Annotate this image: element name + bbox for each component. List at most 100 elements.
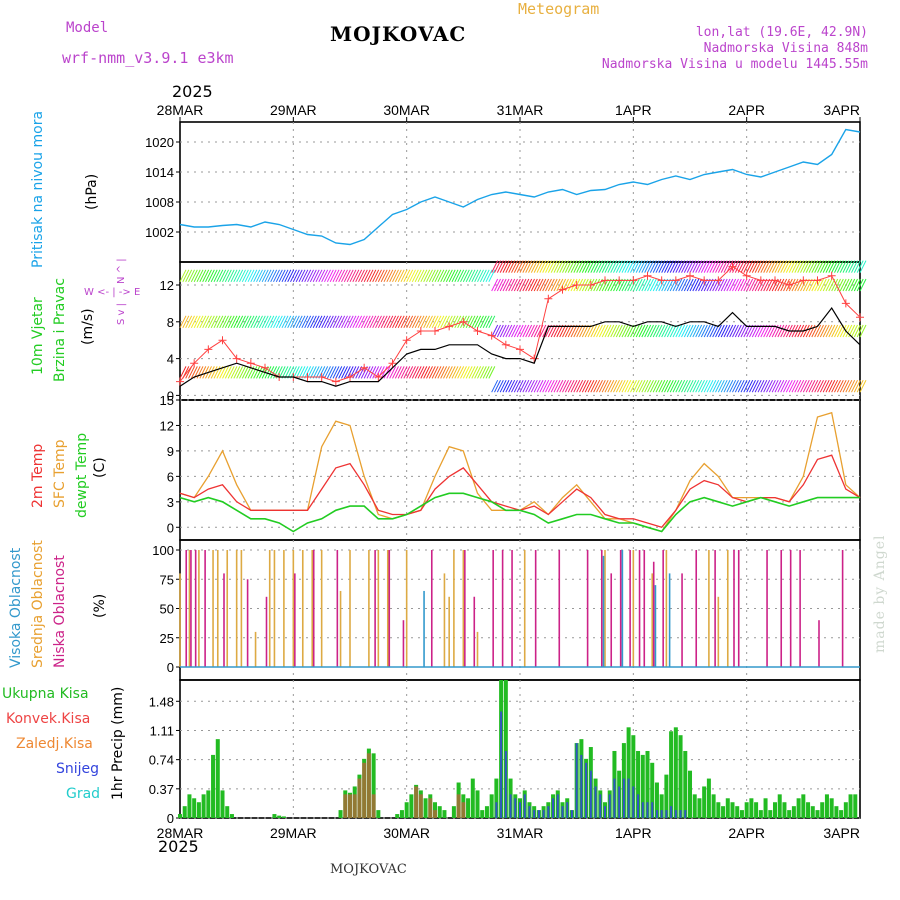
wind-direction-arrow bbox=[267, 269, 275, 283]
wind-direction-arrow bbox=[808, 379, 816, 393]
precip-bar-total bbox=[201, 794, 206, 818]
wind-direction-arrow bbox=[324, 315, 331, 329]
wind-direction-arrow bbox=[712, 260, 720, 273]
wind-direction-arrow bbox=[692, 278, 700, 292]
wind-direction-arrow bbox=[253, 366, 261, 379]
precip-bar-total bbox=[758, 810, 763, 818]
wind-direction-arrow bbox=[352, 315, 360, 329]
wind-direction-arrow bbox=[491, 324, 499, 338]
wind-direction-arrow bbox=[788, 379, 796, 393]
wind-gust-marker bbox=[728, 262, 737, 271]
wind-direction-arrow bbox=[219, 315, 227, 329]
wind-direction-arrow bbox=[590, 379, 598, 393]
wind-direction-arrow bbox=[627, 278, 635, 292]
wind-direction-arrow bbox=[230, 269, 238, 283]
wind-direction-arrow bbox=[596, 379, 603, 393]
wind-direction-arrow bbox=[499, 379, 507, 393]
precip-bar-total bbox=[673, 727, 678, 818]
wind-direction-arrow bbox=[567, 278, 575, 292]
x-tick-label-bottom: 30MAR bbox=[383, 825, 430, 841]
precip-bar-total bbox=[744, 802, 749, 818]
wind-direction-arrow bbox=[638, 324, 646, 338]
precip-bar-total bbox=[716, 802, 721, 818]
precip-bar-total bbox=[702, 786, 707, 818]
precip-bar-snow bbox=[594, 786, 597, 818]
wind-gust-marker bbox=[218, 336, 227, 345]
wind-direction-arrow bbox=[547, 379, 555, 393]
precip-bar-snow bbox=[575, 743, 578, 818]
wind-direction-arrow bbox=[326, 366, 334, 379]
wind-direction-arrow bbox=[414, 315, 422, 329]
wind-direction-arrow bbox=[434, 315, 442, 329]
legend-snow: Snijeg bbox=[56, 761, 100, 777]
wind-direction-arrow bbox=[811, 278, 819, 292]
wind-direction-arrow bbox=[720, 260, 728, 273]
wind-direction-arrow bbox=[661, 324, 669, 338]
wind-direction-arrow bbox=[805, 278, 813, 292]
wind-direction-arrow bbox=[290, 269, 297, 283]
wind-direction-arrow bbox=[335, 315, 343, 329]
wind-direction-arrow bbox=[355, 315, 363, 329]
wind-direction-arrow bbox=[652, 260, 660, 273]
wind-direction-arrow bbox=[448, 366, 456, 379]
x-tick-label-bottom: 28MAR bbox=[157, 825, 204, 841]
precip-bar-total bbox=[683, 750, 688, 818]
wind-direction-arrow bbox=[318, 269, 326, 283]
wind-direction-arrow bbox=[321, 315, 329, 329]
precip-bar-total bbox=[640, 754, 645, 818]
wind-direction-arrow bbox=[630, 278, 637, 292]
wind-direction-arrow bbox=[275, 269, 283, 283]
legend-frozen-rain: Zaledj.Kisa bbox=[16, 736, 93, 752]
precip-bar-total bbox=[739, 810, 744, 818]
wind-gust-marker bbox=[686, 271, 694, 280]
wind-direction-arrow bbox=[545, 379, 552, 393]
wind-direction-arrow bbox=[783, 379, 790, 393]
precip-bar-snow bbox=[684, 810, 687, 818]
precip-bar-snow bbox=[618, 786, 621, 818]
wind-gust-marker bbox=[501, 340, 510, 349]
wind-direction-arrow bbox=[525, 278, 533, 292]
wind-direction-arrow bbox=[683, 324, 691, 338]
wind-direction-arrow bbox=[239, 315, 246, 329]
wind-direction-arrow bbox=[479, 366, 487, 379]
wind-direction-arrow bbox=[539, 324, 547, 338]
wind-direction-arrow bbox=[848, 379, 856, 393]
wind-direction-arrow bbox=[414, 366, 422, 379]
wind-gust-marker bbox=[204, 345, 213, 354]
wind-direction-arrow bbox=[839, 260, 847, 273]
wind-direction-arrow bbox=[494, 260, 501, 273]
wind-direction-arrow bbox=[774, 278, 782, 292]
wind-direction-arrow bbox=[465, 366, 473, 379]
wind-direction-arrow bbox=[216, 315, 224, 329]
wind-direction-arrow bbox=[434, 269, 442, 283]
wind-direction-arrow bbox=[298, 366, 306, 379]
precip-bar-total bbox=[229, 814, 234, 818]
wind-direction-arrow bbox=[845, 278, 853, 292]
precip-bar-total bbox=[782, 802, 787, 818]
wind-direction-arrow bbox=[528, 379, 535, 393]
wind-direction-arrow bbox=[624, 260, 632, 273]
wind-direction-arrow bbox=[236, 315, 244, 329]
wind-direction-arrow bbox=[485, 269, 493, 283]
wind-direction-arrow bbox=[335, 366, 343, 379]
wind-direction-arrow bbox=[321, 366, 329, 379]
wind-direction-arrow bbox=[686, 260, 694, 273]
station-title: MOJKOVAC bbox=[330, 22, 467, 46]
wind-direction-arrow bbox=[409, 366, 416, 379]
wind-direction-arrow bbox=[669, 379, 677, 393]
wind-direction-arrow bbox=[709, 260, 717, 273]
wind-direction-arrow bbox=[360, 269, 368, 283]
wind-gust-marker bbox=[346, 373, 354, 381]
precip-bar-total bbox=[631, 735, 636, 818]
wind-direction-arrow bbox=[479, 315, 487, 329]
wind-direction-arrow bbox=[598, 379, 606, 393]
ytick-label-wind: 8 bbox=[167, 315, 174, 330]
ytick-label-temp: 9 bbox=[167, 444, 174, 459]
wind-direction-arrow bbox=[474, 269, 482, 283]
precip-bar-total bbox=[220, 790, 225, 818]
wind-direction-arrow bbox=[825, 324, 833, 338]
x-tick-label-top: 30MAR bbox=[383, 102, 430, 118]
wind-direction-arrow bbox=[505, 379, 513, 393]
wind-direction-arrow bbox=[332, 269, 340, 283]
wind-direction-arrow bbox=[363, 269, 371, 283]
